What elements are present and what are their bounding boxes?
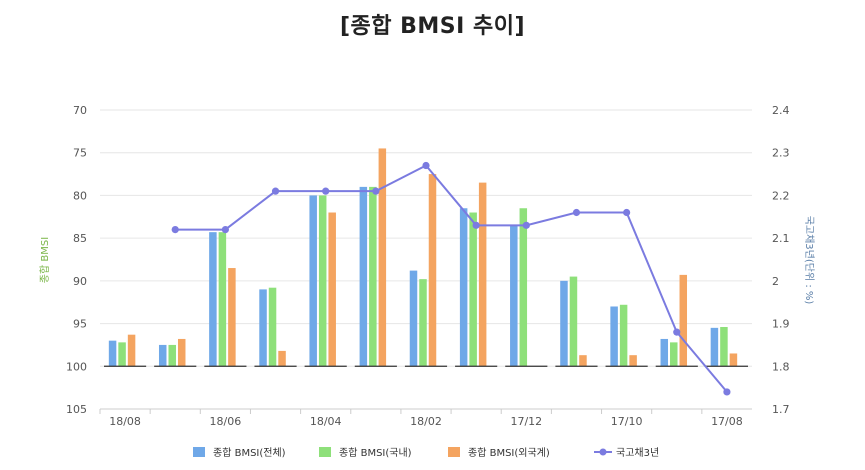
legend: 종합 BMSI(전체) 종합 BMSI(국내) 종합 BMSI(외국계) 국고채3년 — [193, 447, 659, 459]
bar-domestic — [419, 279, 427, 367]
bar-domestic — [670, 342, 678, 367]
y2-axis-title: 국고채3년(단위 : %) — [803, 216, 816, 305]
rate-point — [472, 221, 480, 229]
bar-total — [158, 344, 167, 367]
y2-tick-label: 1.7 — [772, 403, 790, 416]
y2-tick-label: 1.9 — [772, 318, 790, 331]
rate-point — [322, 187, 330, 195]
x-tick-label: 17/08 — [711, 415, 743, 428]
bar-series — [104, 148, 748, 367]
bar-domestic — [619, 304, 628, 367]
y-tick-label: 75 — [73, 147, 87, 160]
x-tick-label: 18/02 — [410, 415, 442, 428]
bar-total — [209, 232, 217, 367]
rate-point — [372, 187, 380, 195]
bar-total — [610, 306, 618, 367]
bar-foreign — [127, 334, 136, 367]
y-axis-title: 종합 BMSI — [39, 237, 51, 283]
legend-swatch — [193, 447, 205, 457]
rate-point — [623, 208, 631, 217]
legend-swatch — [448, 447, 460, 457]
bar-foreign — [579, 355, 587, 367]
legend-label: 종합 BMSI(국내) — [339, 447, 412, 459]
rate-point — [171, 226, 179, 234]
bar-foreign — [278, 350, 286, 367]
bar-domestic — [268, 287, 277, 367]
bar-total — [459, 208, 468, 367]
bar-total — [259, 289, 267, 367]
x-tick-label: 18/08 — [109, 415, 141, 428]
x-tick-label: 17/10 — [611, 415, 643, 428]
bar-total — [108, 340, 117, 367]
bar-domestic — [218, 232, 227, 367]
rate-point — [723, 388, 731, 396]
rate-point — [422, 161, 430, 170]
y-tick-label: 70 — [73, 104, 87, 117]
axes: 70 75 80 85 90 95 100 105 2.4 2.3 2.2 2.1 2 1.9 1.8 1.7… — [39, 104, 816, 428]
legend-label: 종합 BMSI(전체) — [213, 447, 286, 459]
rate-point — [572, 208, 581, 217]
bar-foreign — [729, 353, 738, 367]
bar-domestic — [569, 276, 578, 367]
bar-domestic — [519, 208, 528, 367]
bar-foreign — [378, 148, 387, 367]
bar-total — [660, 338, 669, 367]
y2-tick-label: 2.3 — [772, 147, 790, 160]
bar-total — [409, 270, 418, 367]
bar-foreign — [328, 212, 336, 367]
bar-domestic — [720, 326, 728, 367]
bar-domestic — [318, 195, 327, 367]
bar-foreign — [228, 268, 236, 367]
y-tick-label: 95 — [73, 318, 87, 331]
y2-tick-label: 2.4 — [772, 104, 790, 117]
y2-tick-label: 2.2 — [772, 189, 790, 202]
rate-point — [271, 187, 280, 195]
bar-foreign — [629, 355, 637, 367]
y2-tick-label: 2 — [772, 275, 779, 288]
legend-label: 종합 BMSI(외국계) — [468, 447, 550, 459]
legend-swatch — [319, 447, 331, 457]
rate-line-series — [171, 161, 731, 396]
bar-domestic — [118, 342, 126, 367]
rate-point — [522, 221, 530, 229]
bar-domestic — [168, 344, 176, 367]
bar-total — [560, 280, 568, 367]
bar-domestic — [369, 186, 377, 367]
bar-total — [309, 195, 317, 367]
bar-foreign — [679, 274, 688, 367]
legend-marker — [599, 448, 607, 456]
legend-label: 국고채3년 — [616, 447, 659, 459]
bar-total — [359, 186, 368, 367]
bar-total — [710, 327, 719, 367]
rate-line — [175, 164, 728, 393]
bar-foreign — [478, 182, 487, 367]
x-tick-label: 18/06 — [210, 415, 242, 428]
y2-tick-label: 1.8 — [772, 360, 790, 373]
y-tick-label: 100 — [66, 360, 87, 373]
x-tick-label: 17/12 — [510, 415, 542, 428]
y-tick-label: 80 — [73, 189, 87, 202]
rate-point — [673, 328, 681, 336]
bar-domestic — [469, 212, 477, 367]
y2-tick-label: 2.1 — [772, 232, 790, 245]
y-tick-label: 105 — [66, 403, 87, 416]
bar-foreign — [428, 174, 437, 367]
rate-point — [221, 226, 229, 234]
bar-foreign — [177, 338, 186, 367]
chart-title: [종합 BMSI 추이] — [339, 14, 526, 39]
x-tick-label: 18/04 — [310, 415, 342, 428]
y-tick-label: 85 — [73, 232, 87, 245]
y-tick-label: 90 — [73, 275, 87, 288]
bar-total — [510, 225, 518, 367]
